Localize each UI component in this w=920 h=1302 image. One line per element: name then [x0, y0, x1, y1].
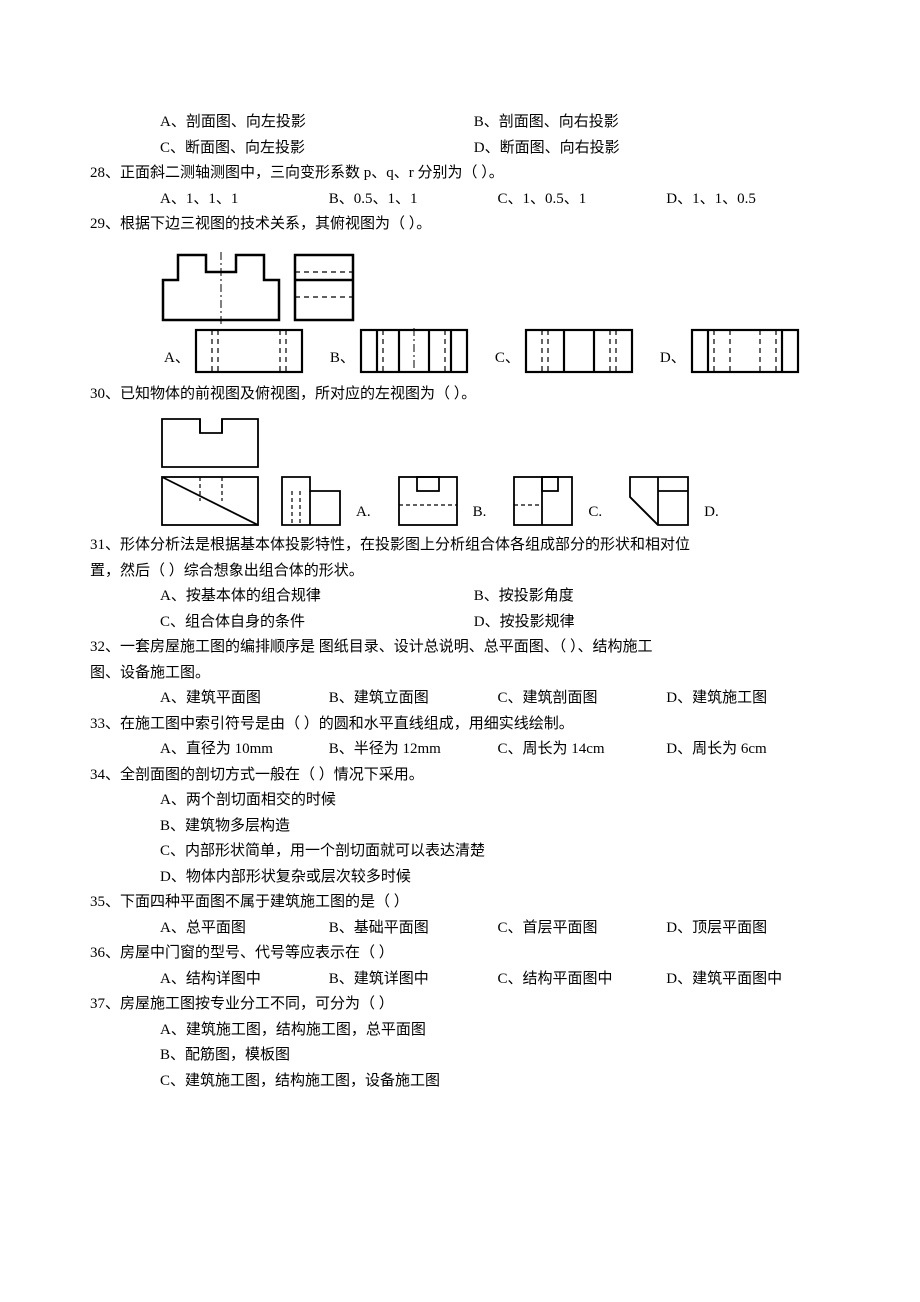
q29-option-a-figure — [194, 328, 304, 374]
q30-option-c-figure — [512, 475, 574, 527]
q30-given-front-view — [160, 417, 260, 469]
q33-text: 33、在施工图中索引符号是由（ ）的圆和水平直线组成，用细实线绘制。 — [90, 712, 830, 738]
q34-option-b: B、建筑物多层构造 — [90, 814, 830, 840]
q30-given-top-view — [160, 475, 260, 527]
q34-option-c: C、内部形状简单，用一个剖切面就可以表达清楚 — [90, 839, 830, 865]
q30-label-c: C. — [574, 500, 610, 528]
q34-option-a: A、两个剖切面相交的时候 — [90, 788, 830, 814]
q34-text: 34、全剖面图的剖切方式一般在（ ）情况下采用。 — [90, 763, 830, 789]
q28-option-d: D、1、1、0.5 — [666, 187, 756, 213]
q32-option-c: C、建筑剖面图 — [498, 686, 663, 712]
q31-text-line1: 31、形体分析法是根据基本体投影特性，在投影图上分析组合体各组成部分的形状和相对… — [90, 533, 830, 559]
q28-text: 28、正面斜二测轴测图中，三向变形系数 p、q、r 分别为（ ）。 — [90, 161, 830, 187]
q30-option-a-figure — [280, 475, 342, 527]
q32-text-line1: 32、一套房屋施工图的编排顺序是 图纸目录、设计总说明、总平面图、（ ）、结构施… — [90, 635, 830, 661]
q31-option-a: A、按基本体的组合规律 — [160, 584, 470, 610]
q36-option-a: A、结构详图中 — [160, 967, 325, 993]
q28-option-a: A、1、1、1 — [160, 187, 325, 213]
q30-option-d-figure — [628, 475, 690, 527]
q29-text: 29、根据下边三视图的技术关系，其俯视图为（ ）。 — [90, 212, 830, 238]
q30-label-b: B. — [459, 500, 495, 528]
q31-option-c: C、组合体自身的条件 — [160, 610, 470, 636]
q29-given-front-view — [160, 252, 282, 324]
q36-option-b: B、建筑详图中 — [329, 967, 494, 993]
q29-option-b-figure — [359, 328, 469, 374]
q32-option-a: A、建筑平面图 — [160, 686, 325, 712]
q37-text: 37、房屋施工图按专业分工不同，可分为（ ） — [90, 992, 830, 1018]
q29-label-a: A、 — [160, 346, 194, 374]
q30-label-a: A. — [342, 500, 379, 528]
q29-option-d-figure — [690, 328, 800, 374]
q27-option-b: B、剖面图、向右投影 — [474, 110, 619, 136]
q31-option-d: D、按投影规律 — [474, 610, 575, 636]
q35-option-b: B、基础平面图 — [329, 916, 494, 942]
q27-option-c: C、断面图、向左投影 — [160, 136, 470, 162]
q29-label-b: B、 — [326, 346, 359, 374]
q37-option-a: A、建筑施工图，结构施工图，总平面图 — [90, 1018, 830, 1044]
q37-option-b: B、配筋图，模板图 — [90, 1043, 830, 1069]
q35-option-d: D、顶层平面图 — [666, 916, 767, 942]
q37-option-c: C、建筑施工图，结构施工图，设备施工图 — [90, 1069, 830, 1095]
q35-text: 35、下面四种平面图不属于建筑施工图的是（ ） — [90, 890, 830, 916]
q30-label-d: D. — [690, 500, 727, 528]
q36-text: 36、房屋中门窗的型号、代号等应表示在（ ） — [90, 941, 830, 967]
q33-option-d: D、周长为 6cm — [666, 737, 766, 763]
q36-option-d: D、建筑平面图中 — [666, 967, 782, 993]
q29-given-side-view — [292, 252, 356, 324]
q33-option-a: A、直径为 10mm — [160, 737, 325, 763]
q33-option-c: C、周长为 14cm — [498, 737, 663, 763]
q28-option-c: C、1、0.5、1 — [498, 187, 663, 213]
q32-option-b: B、建筑立面图 — [329, 686, 494, 712]
q30-option-b-figure — [397, 475, 459, 527]
q32-option-d: D、建筑施工图 — [666, 686, 767, 712]
q31-option-b: B、按投影角度 — [474, 584, 574, 610]
q29-label-d: D、 — [656, 346, 690, 374]
q29-option-c-figure — [524, 328, 634, 374]
q27-option-a: A、剖面图、向左投影 — [160, 110, 470, 136]
q34-option-d: D、物体内部形状复杂或层次较多时候 — [90, 865, 830, 891]
q33-option-b: B、半径为 12mm — [329, 737, 494, 763]
q32-text-line2: 图、设备施工图。 — [90, 661, 830, 687]
q35-option-a: A、总平面图 — [160, 916, 325, 942]
q31-text-line2: 置，然后（ ）综合想象出组合体的形状。 — [90, 559, 830, 585]
q27-option-d: D、断面图、向右投影 — [474, 136, 620, 162]
q28-option-b: B、0.5、1、1 — [329, 187, 494, 213]
q36-option-c: C、结构平面图中 — [498, 967, 663, 993]
q30-text: 30、已知物体的前视图及俯视图，所对应的左视图为（ ）。 — [90, 382, 830, 408]
q35-option-c: C、首层平面图 — [498, 916, 663, 942]
q29-label-c: C、 — [491, 346, 524, 374]
